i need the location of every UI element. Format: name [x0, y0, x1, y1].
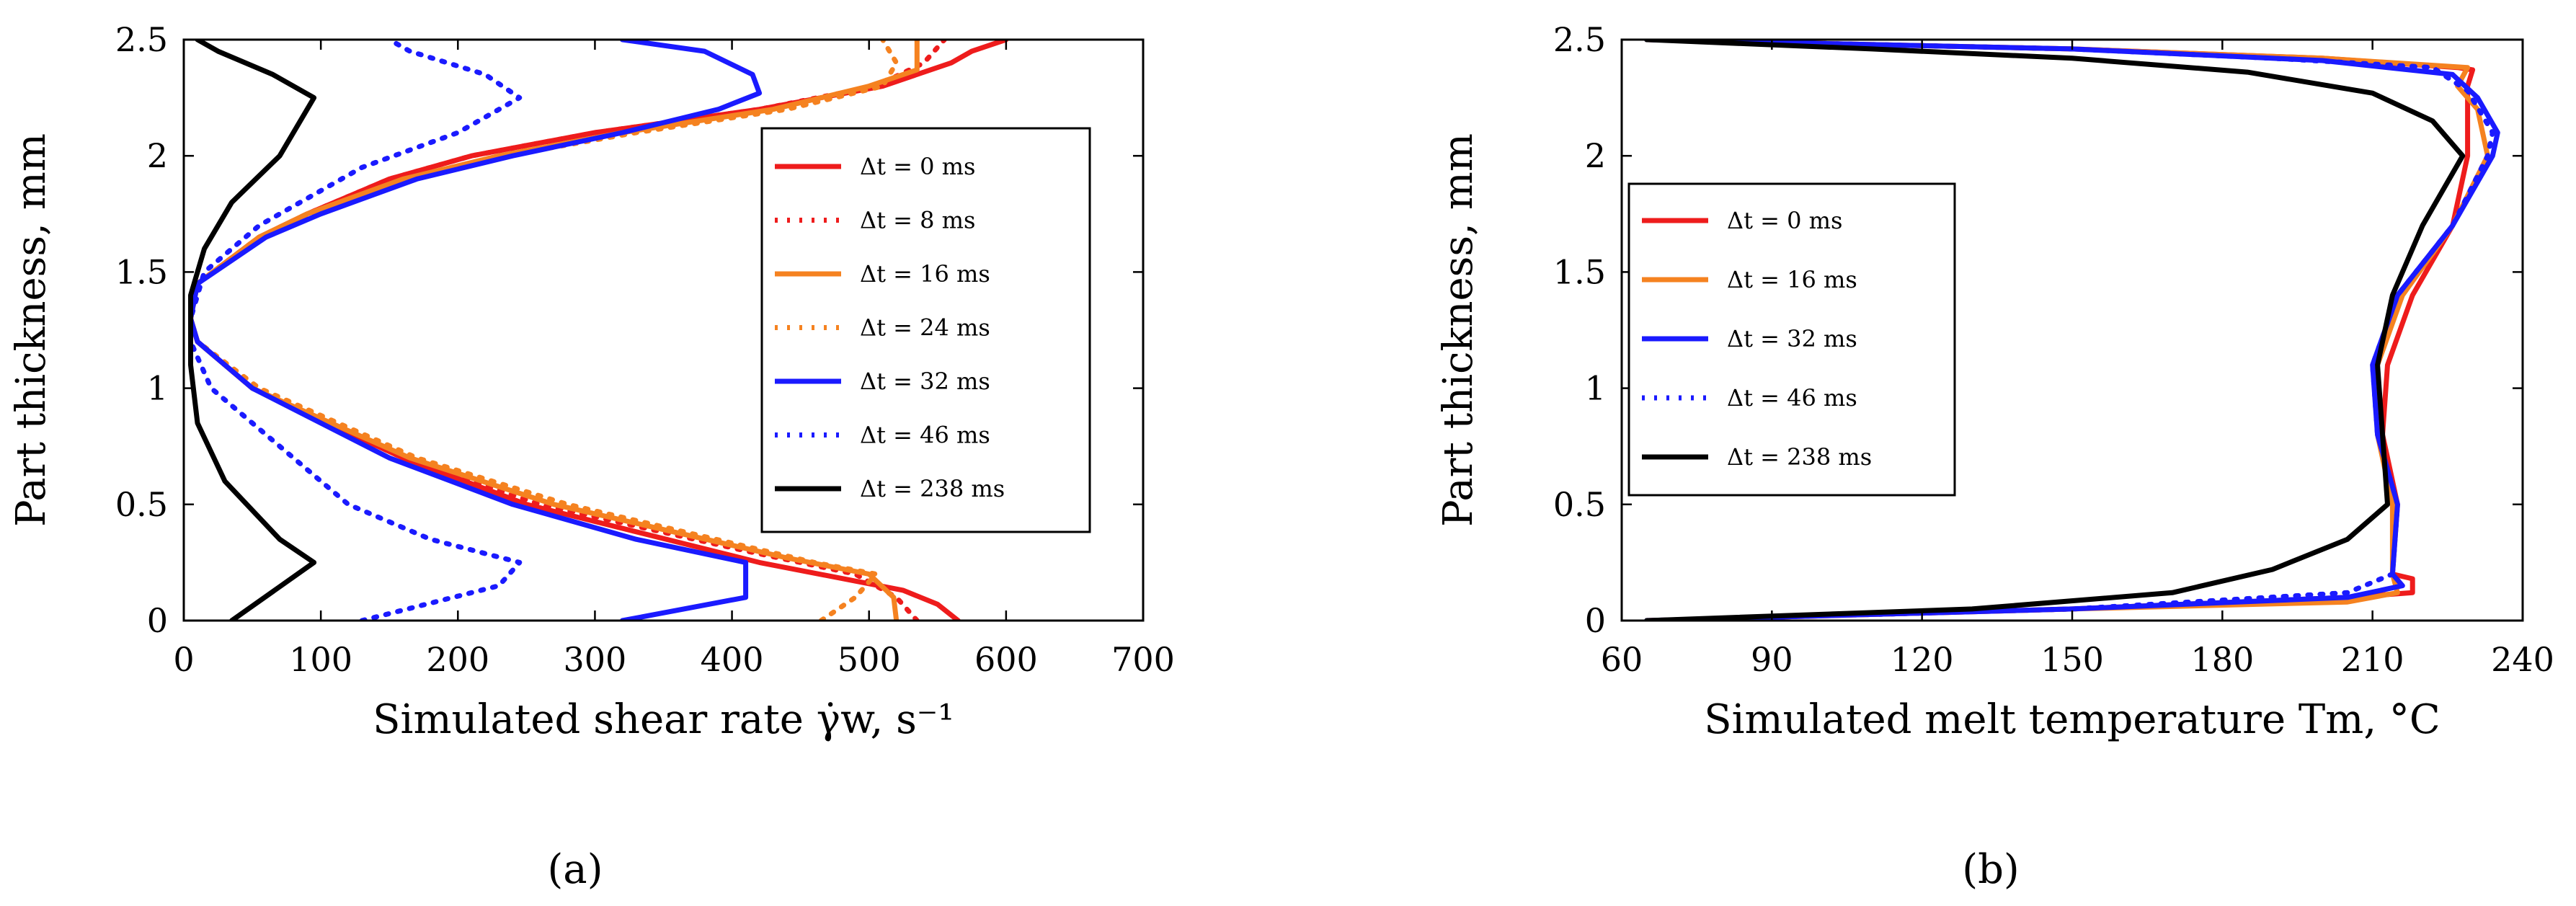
- legend-label: Δt = 46 ms: [860, 422, 990, 449]
- legend-label: Δt = 32 ms: [1727, 325, 1857, 352]
- series-group: [188, 40, 1009, 621]
- y-tick-label: 0.5: [115, 485, 168, 524]
- series-line-1: [1644, 40, 2490, 621]
- x-tick-label: 600: [974, 640, 1038, 679]
- series-line-2: [1644, 40, 2500, 621]
- legend: Δt = 0 ms Δt = 16 ms Δt = 32 ms Δt = 46 ms Δ…: [1627, 182, 1956, 497]
- x-axis-title: Simulated shear rate γ̇w, s⁻¹: [373, 696, 954, 743]
- legend-label: Δt = 238 ms: [1727, 443, 1872, 471]
- series-line-4: [188, 40, 763, 621]
- y-axis-title: Part thickness, mm: [1435, 133, 1482, 527]
- plot-frame: [182, 38, 1145, 622]
- series-line-4: [1644, 40, 2466, 621]
- legend-label: Δt = 16 ms: [860, 260, 990, 288]
- x-tick-label: 60: [1601, 640, 1643, 679]
- legend-label: Δt = 8 ms: [860, 207, 975, 234]
- x-tick-label: 300: [564, 640, 627, 679]
- y-tick-label: 1.5: [1553, 252, 1606, 291]
- x-axis-title: Simulated melt temperature Tm, °C: [1704, 696, 2440, 743]
- legend-label: Δt = 16 ms: [1727, 266, 1857, 293]
- x-tick-label: 150: [2040, 640, 2104, 679]
- x-tick-label: 0: [173, 640, 194, 679]
- x-tick-label: 180: [2190, 640, 2254, 679]
- y-tick-label: 1: [147, 369, 168, 408]
- y-tick-label: 2.5: [1553, 20, 1606, 59]
- y-tick-label: 0: [1585, 601, 1606, 640]
- y-tick-label: 0: [147, 601, 168, 640]
- series-line-3: [1644, 40, 2495, 621]
- series-line-5: [188, 40, 523, 621]
- x-tick-label: 200: [426, 640, 489, 679]
- panel-label-a: (a): [547, 846, 603, 893]
- legend-label: Δt = 24 ms: [860, 314, 990, 342]
- chart-panel-b: 60 90 120 150 180 210 240 0 0.5 1 1.5 2 2.5 Simulated…: [1435, 20, 2554, 743]
- y-tick-label: 2: [147, 136, 168, 175]
- x-tick-label: 210: [2341, 640, 2404, 679]
- x-tick-label: 100: [289, 640, 352, 679]
- x-tick-label: 90: [1751, 640, 1793, 679]
- legend-label: Δt = 0 ms: [1727, 207, 1842, 234]
- legend-box: [760, 127, 1091, 533]
- legend-label: Δt = 0 ms: [860, 153, 975, 180]
- legend-label: Δt = 238 ms: [860, 475, 1005, 502]
- series-line-6: [188, 40, 317, 621]
- x-tick-label: 700: [1111, 640, 1175, 679]
- x-tick-label: 400: [701, 640, 764, 679]
- y-tick-label: 2.5: [115, 20, 168, 59]
- x-tick-label: 240: [2491, 640, 2554, 679]
- y-tick-label: 1: [1585, 369, 1606, 408]
- chart-panel-a: 0 100 200 300 400 500 600 700 0 0.5 1 1.5 2 2.5 Simula…: [8, 20, 1175, 743]
- y-axis-title: Part thickness, mm: [8, 133, 55, 527]
- panel-label-b: (b): [1962, 846, 2020, 893]
- x-tick-label: 500: [838, 640, 901, 679]
- series-group: [1644, 40, 2500, 621]
- x-tick-label: 120: [1891, 640, 1954, 679]
- legend-label: Δt = 46 ms: [1727, 384, 1857, 412]
- y-tick-label: 1.5: [115, 252, 168, 291]
- y-tick-label: 2: [1585, 136, 1606, 175]
- legend-label: Δt = 32 ms: [860, 368, 990, 395]
- y-tick-label: 0.5: [1553, 485, 1606, 524]
- legend: Δt = 0 ms Δt = 8 ms Δt = 16 ms Δt = 24 ms Δt…: [760, 127, 1091, 533]
